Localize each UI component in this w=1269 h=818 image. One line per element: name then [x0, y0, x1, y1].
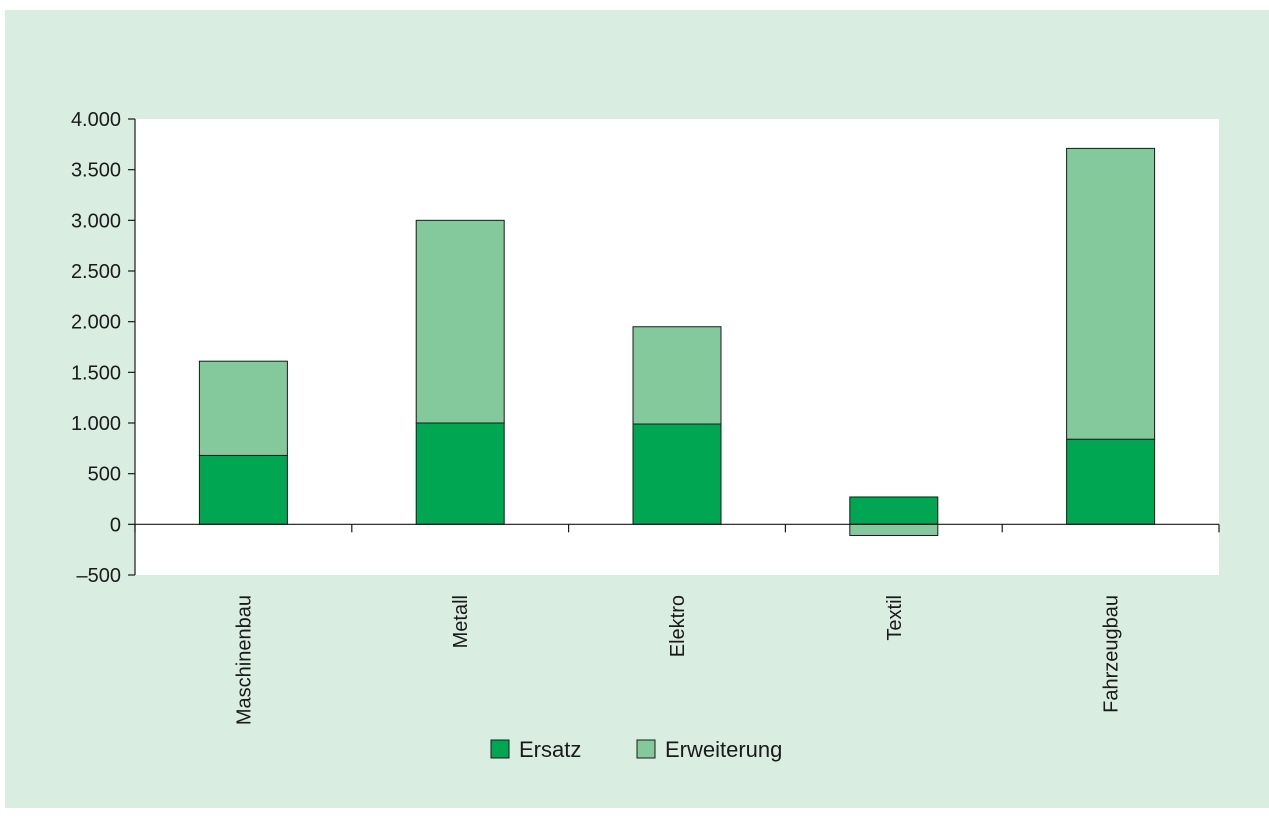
chart-frame: –500 0 500 1.000 1.500 2.000 2.500 3.000 3.500 4.… — [5, 10, 1269, 808]
y-tick-label: 1.500 — [71, 362, 121, 384]
bar-textil-ersatz — [849, 496, 939, 525]
y-tick-label: –500 — [77, 565, 122, 587]
y-tick-label: 0 — [110, 514, 121, 536]
category-label-fahrzeugbau: Fahrzeugbau — [1101, 595, 1123, 713]
bar-maschinenbau-erweiterung — [198, 360, 288, 456]
bar-fahrzeugbau-ersatz — [1066, 438, 1156, 525]
y-tick-label: 2.000 — [71, 312, 121, 334]
category-labels: Maschinenbau Metall Elektro Textil Fahrzeugb… — [233, 595, 1122, 725]
legend: Ersatz Erweiterung — [490, 737, 782, 762]
bar-fahrzeugbau-erweiterung — [1066, 147, 1156, 440]
y-tick-label: 3.500 — [71, 160, 121, 182]
y-tick-labels: –500 0 500 1.000 1.500 2.000 2.500 3.000 3.500 4.… — [71, 109, 121, 587]
y-tick-label: 4.000 — [71, 109, 121, 131]
bar-maschinenbau-ersatz — [198, 454, 288, 525]
bars-group — [198, 147, 1156, 536]
legend-swatch-erweiterung — [636, 739, 656, 759]
legend-label-ersatz: Ersatz — [519, 737, 581, 762]
bar-elektro-erweiterung — [632, 326, 722, 425]
bar-metall-erweiterung — [415, 219, 505, 424]
y-tick-label: 500 — [88, 464, 121, 486]
y-tick-label: 2.500 — [71, 261, 121, 283]
category-label-metall: Metall — [450, 595, 472, 648]
category-label-textil: Textil — [884, 595, 906, 641]
bar-textil-erweiterung — [849, 523, 939, 536]
stacked-bar-chart: –500 0 500 1.000 1.500 2.000 2.500 3.000 3.500 4.… — [5, 10, 1269, 808]
category-label-maschinenbau: Maschinenbau — [233, 595, 255, 725]
category-label-elektro: Elektro — [667, 595, 689, 657]
legend-label-erweiterung: Erweiterung — [665, 737, 782, 762]
axes-group — [128, 118, 1220, 576]
bar-elektro-ersatz — [632, 423, 722, 525]
legend-swatch-ersatz — [490, 739, 510, 759]
bar-metall-ersatz — [415, 422, 505, 525]
y-tick-label: 3.000 — [71, 210, 121, 232]
y-tick-label: 1.000 — [71, 413, 121, 435]
